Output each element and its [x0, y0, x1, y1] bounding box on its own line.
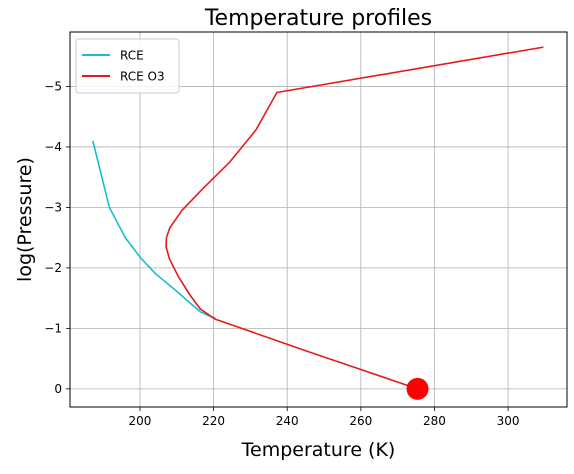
y-tick-label: −3	[44, 200, 62, 214]
plot-frame	[69, 31, 568, 408]
markers	[406, 377, 429, 400]
surface-marker	[406, 377, 429, 400]
x-tick-label: 220	[202, 414, 225, 428]
legend-box	[75, 38, 180, 94]
y-axis-title: log(Pressure)	[14, 157, 36, 282]
series-lines	[92, 46, 544, 390]
legend-label-rce-o3: RCE O3	[120, 70, 165, 84]
x-tick-label: 240	[276, 414, 299, 428]
axis-ticks: 200 220 240 260 280 300 0 −1 −2 −3 −4 −5	[44, 79, 519, 428]
y-tick-label: −1	[44, 321, 62, 335]
x-tick-label: 260	[349, 414, 372, 428]
y-tick-label: −5	[44, 79, 62, 93]
grid-lines	[70, 32, 567, 407]
series-line-rce-o3	[165, 46, 544, 390]
x-axis-title: Temperature (K)	[241, 439, 396, 461]
legend: RCE RCE O3	[75, 38, 180, 94]
legend-label-rce: RCE	[120, 49, 144, 63]
x-tick-label: 200	[128, 414, 151, 428]
series-line-rce	[92, 140, 216, 319]
y-tick-label: −2	[44, 261, 62, 275]
x-tick-label: 300	[497, 414, 520, 428]
y-tick-label: −4	[44, 140, 62, 154]
y-tick-label: 0	[54, 382, 62, 396]
x-tick-label: 280	[423, 414, 446, 428]
chart-title: Temperature profiles	[204, 6, 432, 31]
